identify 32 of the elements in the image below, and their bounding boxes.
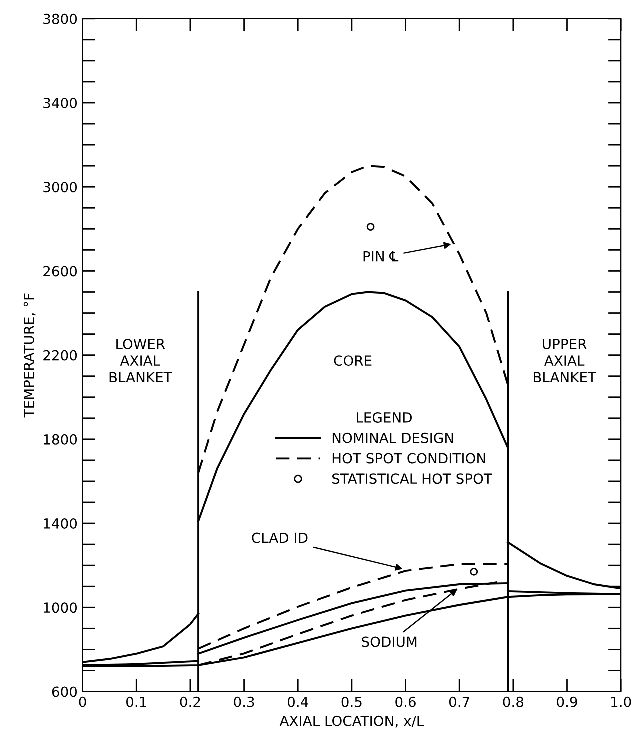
x-tick-label: 0.9	[557, 696, 578, 708]
x-tick-label: 0.8	[503, 696, 524, 708]
x-tick-label: 0.7	[449, 696, 470, 708]
annotation: UPPER AXIAL BLANKET	[534, 339, 597, 382]
x-tick-label: 0.6	[396, 696, 416, 708]
x-tick-label: 0.3	[234, 696, 254, 708]
y-tick-label: 2200	[44, 350, 78, 361]
y-tick-label: 3800	[44, 14, 78, 24]
x-tick-label: 0.4	[288, 696, 308, 708]
x-axis-title: AXIAL LOCATION, x/L	[280, 716, 424, 728]
x-tick-label: 1.0	[612, 696, 632, 708]
y-tick-label: 600	[52, 686, 78, 698]
x-tick-label: 0.2	[180, 696, 200, 708]
annotation: SODIUM	[362, 636, 417, 648]
x-tick-label: 0.1	[126, 696, 146, 708]
y-tick-label: 1000	[44, 602, 78, 614]
legend-label: NOMINAL DESIGN	[332, 432, 454, 444]
annotation: CLAD ID	[252, 532, 308, 544]
x-tick-label: 0.5	[342, 696, 362, 708]
y-tick-label: 3000	[44, 182, 78, 193]
y-tick-label: 1800	[44, 434, 78, 445]
annotation: PIN ℄	[364, 251, 399, 262]
legend-title: LEGEND	[357, 412, 412, 423]
x-tick-label: 0	[79, 696, 86, 708]
y-tick-label: 2600	[44, 266, 78, 277]
annotation: LOWER AXIAL BLANKET	[110, 338, 172, 382]
y-tick-label: 3400	[44, 98, 78, 108]
y-tick-label: 1400	[44, 518, 78, 530]
annotation: CORE	[334, 356, 372, 366]
legend-label: HOT SPOT CONDITION	[332, 453, 486, 464]
legend-label: STATISTICAL HOT SPOT	[332, 474, 492, 484]
y-axis-title: TEMPERATURE, °F	[24, 294, 36, 418]
